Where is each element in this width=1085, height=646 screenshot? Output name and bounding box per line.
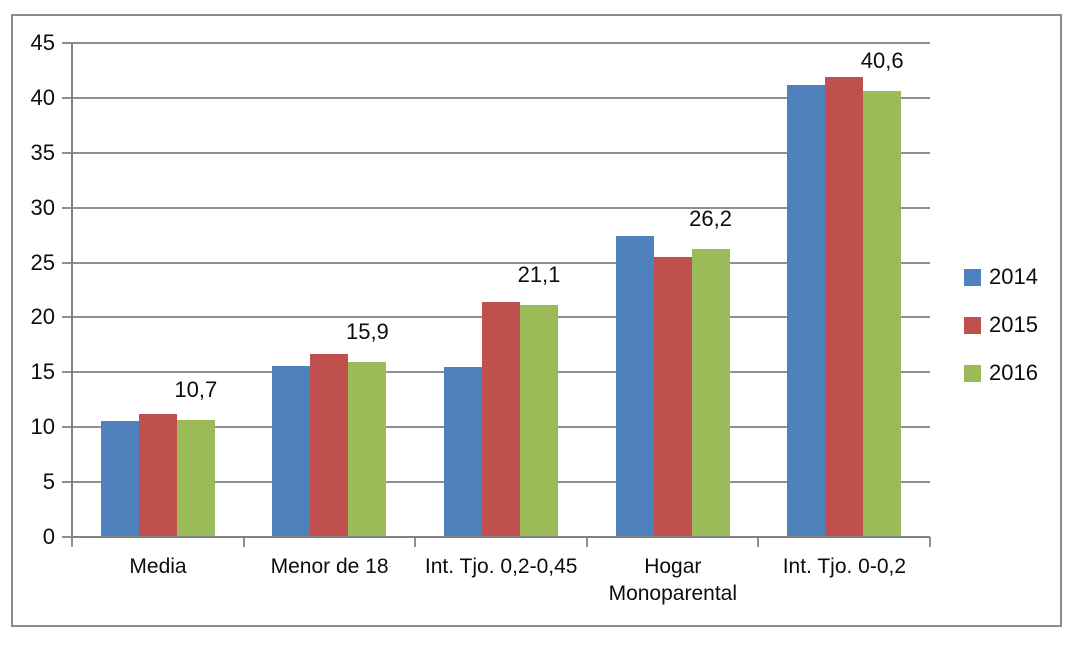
- y-axis-tick-label: 45: [30, 30, 55, 55]
- x-axis-line: [72, 536, 930, 538]
- x-axis-category-label: Int. Tjo. 0-0,2: [782, 555, 907, 578]
- y-axis-tick: [62, 536, 72, 538]
- bar-2014-1: [272, 365, 311, 537]
- bar-2016-2: [520, 305, 558, 537]
- x-axis-tick: [929, 537, 931, 547]
- y-axis-line: [71, 43, 73, 537]
- x-axis-category-label: Hogar Monoparental: [608, 555, 737, 605]
- x-axis-tick: [242, 537, 245, 547]
- bar-2015-4: [825, 77, 864, 537]
- bar-2014-3: [615, 236, 654, 537]
- gridline: [72, 261, 930, 264]
- bar-2016-1: [348, 362, 387, 537]
- y-axis-tick-label: 0: [42, 524, 55, 549]
- y-axis-tick: [62, 316, 72, 319]
- y-axis-tick-label: 30: [30, 194, 55, 220]
- y-axis-tick-label: 10: [30, 414, 55, 440]
- gridline: [72, 96, 930, 99]
- legend-swatch-icon: [964, 364, 981, 382]
- legend-item-2016: 2016: [964, 360, 1038, 385]
- y-axis-tick: [62, 371, 72, 374]
- bar-2016-0: [176, 419, 215, 537]
- legend-swatch-icon: [964, 316, 981, 334]
- y-axis-tick: [62, 426, 72, 429]
- gridline: [72, 206, 930, 209]
- legend-label: 2016: [989, 360, 1038, 385]
- y-axis-tick-label: 5: [42, 469, 55, 495]
- gridline: [72, 151, 930, 154]
- bar-2014-2: [444, 366, 482, 537]
- bar-2014-4: [787, 84, 826, 537]
- legend-label: 2015: [989, 312, 1038, 337]
- bar-2014-0: [100, 420, 139, 537]
- bar-2015-3: [653, 257, 692, 537]
- x-axis-category-label: Int. Tjo. 0,2-0,45: [424, 555, 578, 578]
- y-axis-tick-label: 20: [30, 304, 55, 330]
- x-axis-tick: [414, 537, 417, 547]
- gridline: [72, 42, 930, 44]
- bar-value-label: 15,9: [345, 319, 389, 345]
- y-axis-tick: [62, 481, 72, 484]
- legend-label: 2014: [989, 264, 1038, 289]
- legend-item-2015: 2015: [964, 312, 1038, 337]
- x-axis-tick: [757, 537, 760, 547]
- bar-2016-4: [863, 91, 902, 537]
- legend-item-2014: 2014: [964, 264, 1038, 289]
- bar-value-label: 40,6: [860, 48, 904, 74]
- y-axis-tick-label: 40: [30, 84, 55, 110]
- x-axis-category-label: Media: [129, 555, 187, 578]
- y-axis-tick-label: 15: [30, 359, 55, 385]
- x-axis-tick: [71, 537, 73, 547]
- bar-value-label: 10,7: [174, 376, 218, 402]
- y-axis-tick: [62, 206, 72, 209]
- y-axis-tick: [62, 96, 72, 99]
- y-axis-tick: [62, 42, 72, 44]
- y-axis-tick: [62, 261, 72, 264]
- bar-2015-1: [310, 353, 349, 537]
- x-axis-category-label: Menor de 18: [270, 555, 389, 578]
- bar-2016-3: [691, 249, 730, 537]
- bar-value-label: 21,1: [517, 262, 561, 288]
- bar-value-label: 26,2: [689, 206, 732, 232]
- bar-2015-2: [482, 302, 520, 537]
- y-axis-tick: [62, 151, 72, 154]
- y-axis-tick-label: 25: [30, 249, 55, 275]
- legend-swatch-icon: [964, 268, 981, 286]
- y-axis-tick-label: 35: [30, 139, 55, 165]
- x-axis-tick: [585, 537, 588, 547]
- bar-2015-0: [138, 414, 177, 537]
